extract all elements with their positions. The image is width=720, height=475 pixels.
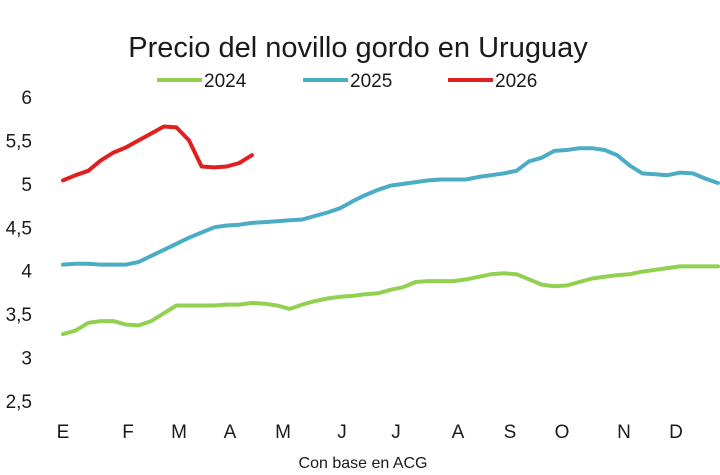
- y-tick-label: 5,5: [6, 131, 32, 152]
- y-axis: 2,5 3 3,5 4 4,5 5 5,5 6: [6, 88, 33, 413]
- x-tick-label: A: [224, 422, 237, 443]
- series-lines: [61, 124, 720, 337]
- legend-label-2026: 2026: [495, 71, 537, 92]
- x-tick-label: E: [57, 422, 70, 443]
- x-tick-label: O: [555, 422, 570, 443]
- x-tick-label: D: [669, 422, 683, 443]
- series-line-2026: [61, 124, 254, 183]
- x-tick-label: A: [452, 422, 465, 443]
- x-tick-label: N: [617, 422, 631, 443]
- y-tick-label: 4,5: [6, 218, 32, 239]
- legend-label-2024: 2024: [204, 71, 247, 92]
- series-line-2025: [61, 146, 720, 267]
- legend-label-2025: 2025: [350, 71, 392, 92]
- x-tick-label: M: [275, 422, 291, 443]
- y-tick-label: 6: [21, 88, 32, 109]
- x-tick-label: F: [122, 422, 134, 443]
- x-axis-label: Con base en ACG: [299, 455, 428, 472]
- series-line-2024: [61, 264, 720, 337]
- y-tick-label: 5: [21, 175, 32, 196]
- x-tick-label: S: [504, 422, 517, 443]
- x-tick-label: J: [391, 422, 401, 443]
- x-tick-label: J: [337, 422, 347, 443]
- chart-title: Precio del novillo gordo en Uruguay: [128, 32, 588, 64]
- y-tick-label: 4: [21, 262, 32, 283]
- legend: 2024 2025 2026: [157, 71, 537, 92]
- x-tick-label: M: [171, 422, 187, 443]
- y-tick-label: 3,5: [6, 305, 32, 326]
- y-tick-label: 2,5: [6, 392, 32, 413]
- y-tick-label: 3: [21, 349, 32, 370]
